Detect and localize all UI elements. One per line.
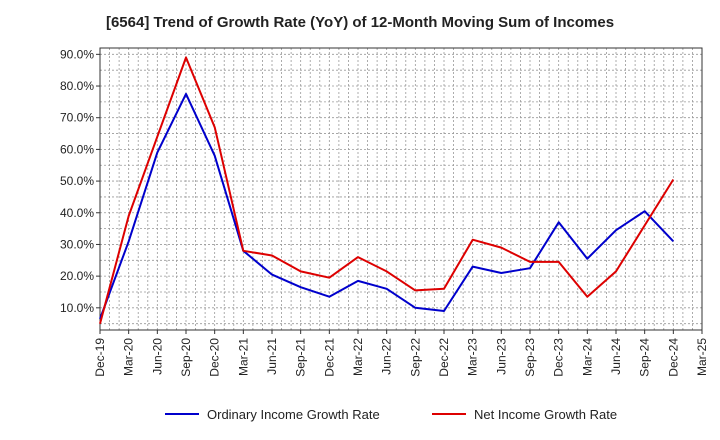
x-tick-label: Sep-22 bbox=[408, 338, 422, 377]
x-tick-label: Jun-24 bbox=[609, 338, 623, 375]
x-tick-label: Jun-23 bbox=[494, 338, 508, 375]
x-tick-label: Dec-20 bbox=[208, 338, 222, 377]
x-tick-label: Dec-24 bbox=[666, 338, 680, 377]
series-line-1 bbox=[99, 92, 675, 320]
x-tick-label: Mar-25 bbox=[695, 338, 709, 376]
plot-frame bbox=[99, 47, 703, 331]
x-tick-label: Dec-19 bbox=[93, 338, 107, 377]
x-tick-label: Sep-23 bbox=[523, 338, 537, 377]
y-tick-label: 20.0% bbox=[60, 269, 94, 283]
y-tick-label: 90.0% bbox=[60, 47, 94, 61]
y-tick-label: 40.0% bbox=[60, 206, 94, 220]
y-tick-label: 60.0% bbox=[60, 142, 94, 156]
x-tick-label: Sep-24 bbox=[638, 338, 652, 377]
x-tick-label: Mar-24 bbox=[580, 338, 594, 376]
y-tick-label: 30.0% bbox=[60, 237, 94, 251]
x-tick-label: Jun-22 bbox=[380, 338, 394, 375]
x-tick-label: Mar-21 bbox=[236, 338, 250, 376]
x-tick-label: Mar-23 bbox=[466, 338, 480, 376]
x-tick-label: Mar-22 bbox=[351, 338, 365, 376]
x-tick-label: Sep-21 bbox=[294, 338, 308, 377]
y-tick-label: 50.0% bbox=[60, 174, 94, 188]
legend-label-1: Ordinary Income Growth Rate bbox=[207, 407, 380, 422]
x-tick-label: Jun-20 bbox=[150, 338, 164, 375]
chart-title: [6564] Trend of Growth Rate (YoY) of 12-… bbox=[105, 14, 615, 31]
x-tick-label: Sep-20 bbox=[179, 338, 193, 377]
y-tick-label: 80.0% bbox=[60, 79, 94, 93]
x-tick-label: Jun-21 bbox=[265, 338, 279, 375]
plot-area bbox=[100, 48, 702, 330]
x-tick-label: Dec-22 bbox=[437, 338, 451, 377]
x-tick-label: Dec-21 bbox=[322, 338, 336, 377]
series-line-2 bbox=[99, 56, 675, 324]
y-tick-label: 70.0% bbox=[60, 111, 94, 125]
legend-label-2: Net Income Growth Rate bbox=[474, 407, 617, 422]
x-tick-label: Dec-23 bbox=[552, 338, 566, 377]
y-tick-label: 10.0% bbox=[60, 301, 94, 315]
x-tick-label: Mar-20 bbox=[122, 338, 136, 376]
